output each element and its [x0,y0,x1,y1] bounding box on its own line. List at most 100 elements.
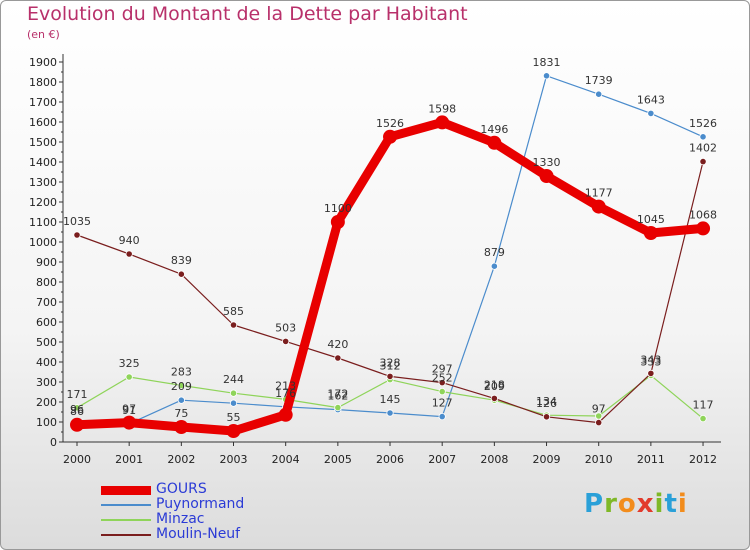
data-point-moulin-neuf [438,378,446,387]
y-tick-label: 700 [36,296,57,309]
data-label-gours: 55 [227,411,241,424]
data-label-minzac: 134 [536,395,557,408]
data-label-moulin-neuf: 1402 [689,142,717,155]
legend-label: Puynormand [156,496,245,512]
data-label-moulin-neuf: 503 [275,321,296,334]
y-tick-label: 200 [36,396,57,409]
data-label-minzac: 209 [484,380,505,393]
data-label-gours: 75 [174,407,188,420]
data-label-gours: 1045 [637,213,665,226]
data-point-gours [487,135,502,150]
data-label-minzac: 244 [223,373,244,386]
data-point-gours [174,420,189,434]
data-point-puynormand [229,399,238,407]
data-label-puynormand: 127 [432,397,453,410]
y-tick-label: 1900 [29,56,57,69]
y-tick-label: 1800 [29,76,57,89]
chart-title: Evolution du Montant de la Dette par Hab… [27,3,468,25]
y-tick-label: 1600 [29,116,57,129]
data-point-gours [278,407,293,422]
data-point-minzac [229,389,238,397]
data-point-moulin-neuf [595,418,603,427]
data-point-moulin-neuf [282,337,290,345]
data-label-gours: 86 [70,405,84,418]
x-tick-label: 2000 [63,453,91,466]
legend-label: Moulin-Neuf [156,526,241,542]
data-point-moulin-neuf [177,270,185,278]
data-point-gours [435,115,450,130]
x-tick-label: 2011 [637,453,665,466]
logo-letter: r [604,489,618,519]
y-tick-label: 1500 [29,136,57,149]
x-tick-label: 2012 [689,453,717,466]
data-label-puynormand: 1526 [689,117,717,130]
data-point-moulin-neuf [647,369,655,377]
data-label-minzac: 172 [327,388,348,401]
data-point-gours [591,199,606,214]
y-tick-label: 1300 [29,176,57,189]
y-tick-label: 900 [36,256,57,269]
data-label-moulin-neuf: 420 [327,338,348,351]
data-label-gours: 1526 [376,117,404,130]
y-tick-label: 400 [36,356,57,369]
data-label-puynormand: 162 [327,390,348,403]
data-label-minzac: 171 [67,388,88,401]
logo-letter: P [584,489,605,519]
data-label-minzac: 325 [119,357,140,370]
data-point-moulin-neuf [490,394,498,402]
proxiti-logo: Proxiti [584,489,688,519]
data-point-gours [539,169,554,183]
y-tick-label: 0 [50,436,57,449]
data-label-minzac: 213 [275,379,296,392]
data-point-moulin-neuf [334,354,342,362]
y-tick-label: 300 [36,376,57,389]
data-point-puynormand [490,262,498,270]
data-point-gours [70,417,84,432]
y-tick-label: 1100 [29,216,57,229]
logo-letter: t [664,489,678,519]
data-point-puynormand [386,409,394,417]
legend-swatch [101,534,151,536]
x-tick-label: 2005 [324,453,352,466]
data-label-minzac: 333 [640,355,661,368]
data-point-moulin-neuf [699,158,707,166]
data-point-gours [643,226,658,240]
data-point-puynormand [438,412,446,421]
x-tick-label: 2007 [428,453,456,466]
data-label-moulin-neuf: 97 [592,403,606,416]
data-point-gours [383,129,398,144]
data-point-minzac [177,381,185,389]
data-label-gours: 1068 [689,208,717,221]
data-point-puynormand [542,72,551,80]
y-tick-label: 1200 [29,196,57,209]
data-point-gours [122,415,137,430]
data-label-gours: 1100 [324,202,352,215]
data-label-puynormand: 209 [171,380,192,393]
data-point-moulin-neuf [542,413,551,421]
data-label-puynormand: 1643 [637,93,665,106]
x-tick-label: 2002 [167,453,195,466]
data-point-puynormand [699,133,707,141]
x-tick-label: 2008 [480,453,508,466]
data-point-moulin-neuf [386,372,394,380]
x-tick-label: 2004 [272,453,300,466]
data-label-moulin-neuf: 1035 [63,215,91,228]
data-point-moulin-neuf [229,321,238,329]
legend-swatch [101,504,151,506]
data-label-puynormand: 176 [275,387,296,400]
data-label-puynormand: 91 [122,404,136,417]
data-label-moulin-neuf: 126 [536,397,557,410]
data-point-minzac [125,373,133,381]
data-point-moulin-neuf [73,231,81,239]
data-label-moulin-neuf: 585 [223,305,244,318]
logo-letter: o [617,489,637,519]
logo-letter: x [636,489,655,519]
data-label-gours: 1598 [428,102,456,115]
data-point-minzac [334,403,342,412]
legend-swatch [101,485,151,495]
data-label-gours: 1177 [585,187,613,200]
y-tick-label: 500 [36,336,57,349]
x-tick-label: 2009 [533,453,561,466]
data-label-moulin-neuf: 297 [432,363,453,376]
